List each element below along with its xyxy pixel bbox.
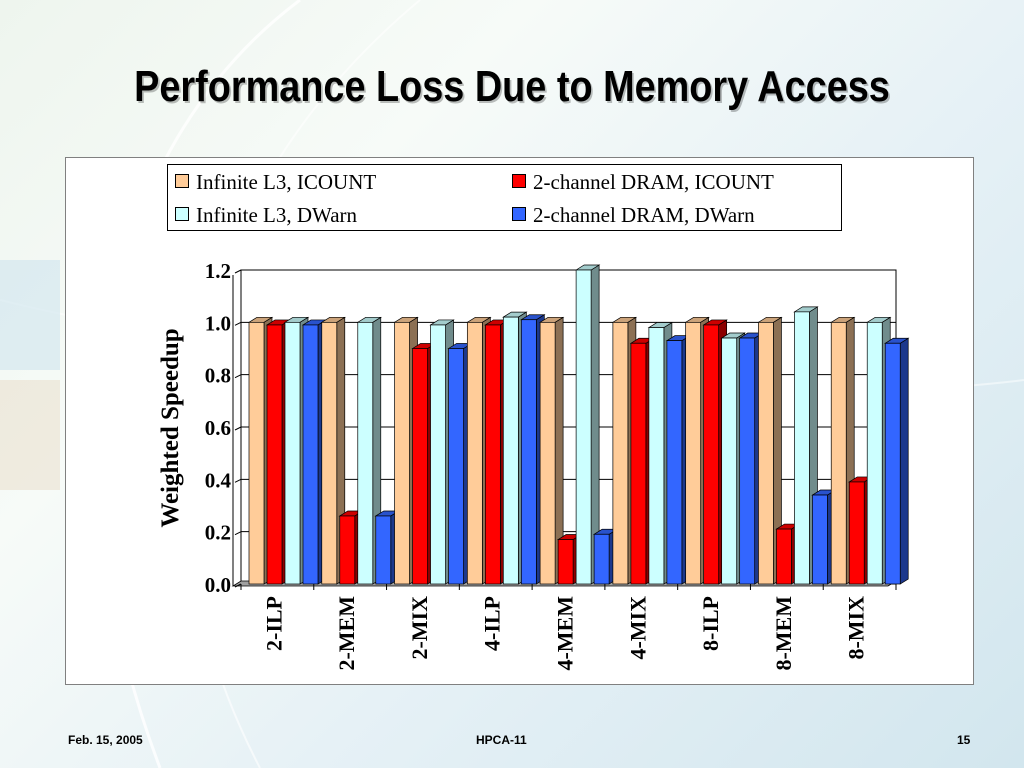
bar-2-mem-series-1 — [339, 515, 356, 585]
x-tick-label: 4-ILP — [480, 596, 505, 651]
legend-item-dram-dwarn: 2-channel DRAM, DWarn — [512, 203, 755, 227]
legend-swatch-infinite-l3-icount — [175, 174, 189, 188]
legend-label: Infinite L3, ICOUNT — [196, 170, 377, 194]
bar-side — [899, 337, 909, 585]
bar-4-ilp-series-1 — [484, 324, 501, 585]
legend-label: 2-channel DRAM, ICOUNT — [533, 170, 774, 194]
bar-8-ilp-series-3 — [739, 337, 756, 585]
bar-2-mix-series-2 — [430, 324, 446, 585]
bar-4-mix-series-3 — [666, 340, 683, 585]
bar-8-mem-series-3 — [812, 494, 828, 585]
bar-4-mem-series-3 — [593, 533, 610, 585]
bars — [247, 264, 910, 585]
slide-title: Performance Loss Due to Memory Access — [134, 62, 890, 111]
bar-8-mix-series-2 — [866, 321, 883, 585]
bar-2-mem-series-3 — [375, 515, 392, 585]
x-tick-label: 8-ILP — [698, 596, 723, 651]
x-tick-label: 2-MIX — [407, 596, 432, 660]
y-tick-label: 0.6 — [205, 416, 231, 440]
legend-swatch-dram-icount — [512, 174, 526, 188]
y-tick — [234, 531, 242, 536]
y-tick-label: 1.2 — [205, 259, 231, 283]
x-tick-label: 2-MEM — [334, 596, 359, 671]
bar-2-mix-series-0 — [394, 321, 410, 585]
footer-conference: HPCA-11 — [476, 733, 527, 747]
bar-2-ilp-series-1 — [266, 324, 283, 585]
chart-legend: Infinite L3, ICOUNT 2-channel DRAM, ICOU… — [167, 164, 842, 231]
y-tick — [234, 426, 242, 431]
y-tick-label: 0.8 — [205, 364, 231, 388]
bar-4-ilp-series-3 — [520, 319, 537, 585]
bar-8-ilp-series-0 — [685, 321, 702, 585]
bar-8-ilp-series-1 — [703, 324, 720, 585]
bar-2-ilp-series-2 — [284, 321, 301, 585]
bar-2-mix-series-3 — [448, 348, 464, 585]
x-tick-label: 4-MIX — [625, 596, 650, 660]
y-axis-label: Weighted Speedup — [157, 328, 184, 527]
legend-swatch-dram-dwarn — [512, 207, 526, 221]
y-tick — [234, 321, 242, 326]
bar-2-mix-series-1 — [412, 348, 428, 585]
axes: 0.0 0.2 0.4 0.6 0.8 1.0 1.2 2-ILP 2-MEM 2-MIX 4-IL… — [205, 259, 897, 671]
y-tick — [234, 269, 242, 274]
bar-8-mix-series-3 — [884, 342, 901, 585]
bar-8-mix-series-1 — [848, 481, 865, 585]
bar-2-mem-series-2 — [357, 321, 374, 585]
legend-item-infinite-l3-dwarn: Infinite L3, DWarn — [175, 203, 357, 227]
bar-2-ilp-series-0 — [248, 321, 265, 585]
footer-date: Feb. 15, 2005 — [68, 733, 143, 747]
x-tick-label: 2-ILP — [261, 596, 286, 651]
y-tick-label: 0.0 — [205, 573, 231, 597]
legend-label: 2-channel DRAM, DWarn — [533, 203, 755, 227]
bar-8-ilp-series-2 — [721, 337, 738, 585]
bar-8-mix-series-0 — [830, 321, 847, 585]
y-tick — [234, 374, 242, 379]
bar-4-mix-series-1 — [630, 342, 647, 585]
y-tick — [234, 583, 242, 588]
y-tick-label: 1.0 — [205, 311, 231, 335]
legend-swatch-infinite-l3-dwarn — [175, 207, 189, 221]
bar-4-ilp-series-0 — [466, 321, 483, 585]
bar-4-mem-series-0 — [539, 321, 556, 585]
bar-4-mem-series-1 — [557, 539, 574, 585]
y-tick — [234, 478, 242, 483]
x-tick-label: 4-MEM — [553, 596, 578, 671]
bar-2-ilp-series-3 — [302, 324, 319, 585]
bar-4-ilp-series-2 — [502, 316, 519, 585]
bar-8-mem-series-2 — [794, 311, 810, 585]
legend-item-dram-icount: 2-channel DRAM, ICOUNT — [512, 170, 774, 194]
bar-8-mem-series-0 — [758, 321, 774, 585]
bar-4-mem-series-2 — [575, 269, 592, 585]
bar-8-mem-series-1 — [776, 528, 792, 585]
bar-4-mix-series-0 — [612, 321, 629, 585]
bar-2-mem-series-0 — [321, 321, 338, 585]
bar-4-mix-series-2 — [648, 327, 665, 585]
legend-item-infinite-l3-icount: Infinite L3, ICOUNT — [175, 170, 376, 194]
y-tick-label: 0.4 — [205, 468, 232, 492]
x-tick-label: 8-MEM — [771, 596, 796, 671]
y-tick-label: 0.2 — [205, 521, 231, 545]
footer-page-number: 15 — [957, 733, 971, 747]
x-tick-label: 8-MIX — [844, 596, 869, 660]
legend-label: Infinite L3, DWarn — [196, 203, 358, 227]
